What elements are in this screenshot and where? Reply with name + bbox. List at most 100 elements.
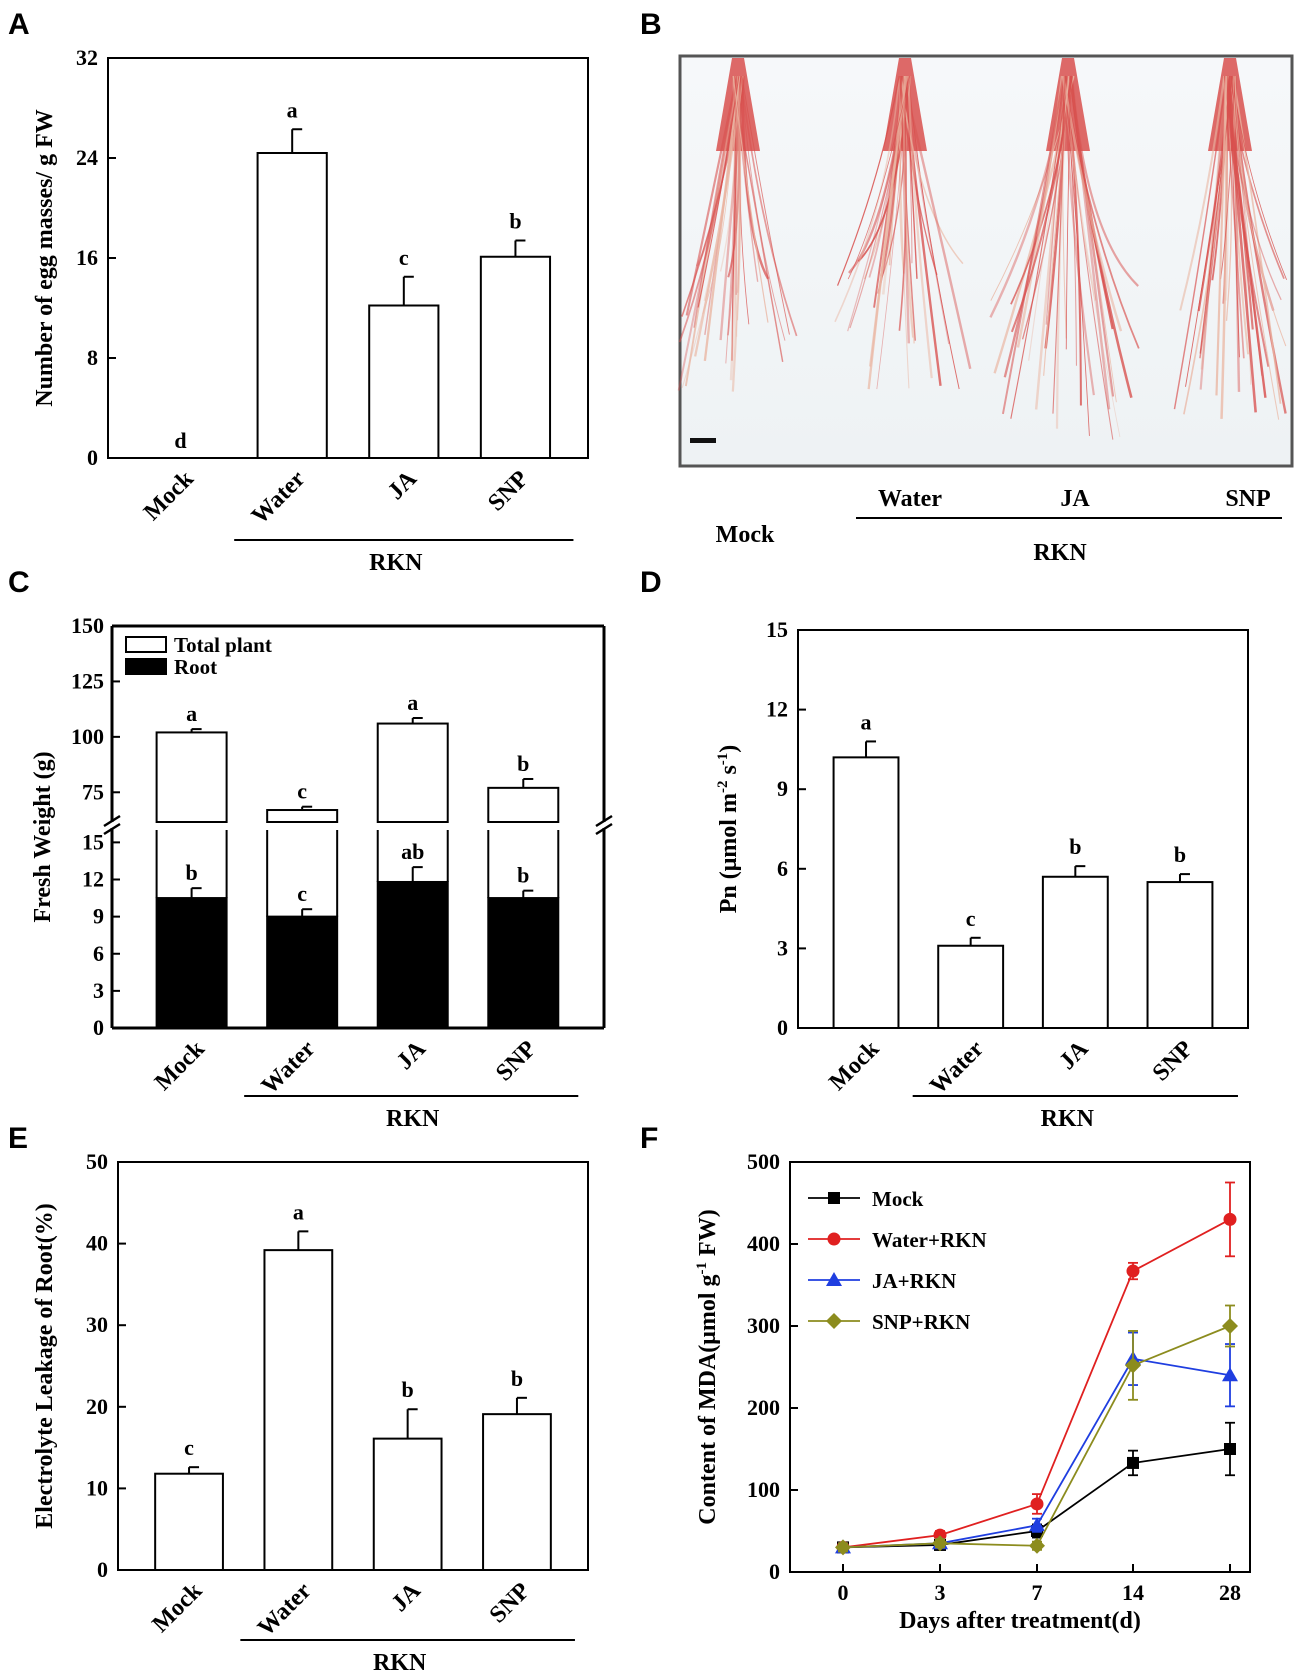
y-tick-label: 100 [747,1477,780,1502]
bar [154,1472,224,1572]
data-point [1223,1212,1237,1226]
bar [832,756,900,1029]
bar [1146,881,1214,1029]
y-tick-label: 9 [93,904,104,929]
significance-label: a [287,97,298,122]
bar-root [266,915,339,1029]
panel-e-chart: 0 10 20 30 40 50 Electrolyte Leakage of Root(%… [32,1149,589,1674]
category-label: JA [383,465,423,505]
axis-break-mark [595,814,613,828]
panel-f-chart: 0 100 200 300 400 500 0 3 7 14 28 Days after treatm… [694,1149,1251,1634]
category-label: Water [925,1036,989,1100]
bar [372,1437,443,1572]
y-tick-label: 40 [86,1231,108,1256]
root-strand [677,75,738,391]
y-axis-label: Number of egg masses/ g FW [32,109,58,407]
legend-marker [826,1313,842,1329]
panel-a-chart: 0 8 16 24 32 Number of egg masses/ g FW d Mock a… [32,45,589,576]
data-point [1030,1497,1044,1511]
panel-label-a: A [8,8,30,41]
root-strand [1234,75,1241,392]
panel-label-b: B [640,8,662,41]
significance-label: a [861,709,872,734]
plot-frame [797,629,1249,1029]
y-tick-label: 15 [766,617,788,642]
y-axis-label-part: ) [716,745,742,753]
bar-root [376,880,449,1029]
y-axis-label: Pn (μmol m-2 s-1) [715,745,742,914]
significance-label: c [297,881,307,906]
label-ja: JA [1060,486,1090,512]
bar-root [155,897,228,1029]
significance-label: b [1174,842,1186,867]
plot-frame [117,1161,589,1571]
root-strand [1215,75,1228,396]
category-label: Mock [150,1035,210,1095]
category-label: Mock [139,465,199,525]
bar [937,944,1005,1029]
y-tick-label: 12 [82,867,104,892]
significance-label: c [184,1435,194,1460]
data-point [1222,1367,1238,1382]
category-label: SNP [483,466,533,516]
photo-frame [678,54,1294,468]
y-tick-label: 15 [82,829,104,854]
root-strand [685,75,739,316]
y-tick-label: 20 [86,1394,108,1419]
root-strand [1229,75,1240,358]
legend-marker [826,1272,842,1286]
root-strand [847,75,910,280]
root-system-1 [677,58,798,392]
root-strand [908,75,960,390]
y-tick-label: 0 [769,1559,780,1584]
category-label: JA [392,1035,432,1075]
panel-label-c: C [8,566,30,599]
data-point [1029,1517,1045,1532]
y-axis-label: Content of MDA(μmol g-1 FW) [694,1209,721,1524]
root-strand [1001,75,1065,415]
group-label: RKN [1041,1106,1095,1132]
legend-label-total: Total plant [174,633,272,657]
axis-break-mark [103,822,121,836]
y-tick-label: 0 [777,1015,788,1040]
significance-label: b [511,1366,523,1391]
y-axis-label: Fresh Weight (g) [30,751,56,922]
bar-total-plant [155,731,228,823]
axis-break-mark [595,822,613,836]
axis-break-mark [103,814,121,828]
x-tick-label: 3 [935,1580,946,1605]
bar [479,255,552,459]
legend-label: SNP+RKN [872,1310,970,1334]
root-strand [741,75,770,280]
significance-label: d [174,428,186,453]
bar-total-plant [376,722,449,823]
bar [256,152,328,459]
y-tick-label: 500 [747,1149,780,1174]
root-strand [1232,75,1282,404]
root-strand [836,75,900,286]
group-label: RKN [386,1106,440,1132]
y-axis-label-part: s [716,765,742,780]
root-strand [732,75,769,323]
y-tick-label: 125 [71,668,104,693]
bar [482,1413,552,1572]
x-tick-label: 7 [1032,1580,1043,1605]
y-tick-label: 150 [71,613,104,638]
y-axis-label-sup: -1 [694,1262,710,1275]
label-water: Water [878,486,942,512]
y-tick-label: 8 [87,345,98,370]
y-tick-label: 50 [86,1149,108,1174]
bar-total-plant [266,809,339,823]
category-label: SNP [1148,1036,1198,1086]
root-strand [1199,75,1234,354]
label-mock: Mock [716,522,775,548]
y-tick-label: 0 [87,445,98,470]
category-label: SNP [485,1578,535,1628]
data-point [1126,1264,1140,1278]
significance-label: ab [401,839,424,864]
category-label: JA [387,1577,427,1617]
root-strand [1173,75,1228,410]
data-point [932,1535,948,1552]
y-axis-label-sup: -2 [715,781,731,794]
legend-label: Water+RKN [872,1228,987,1252]
